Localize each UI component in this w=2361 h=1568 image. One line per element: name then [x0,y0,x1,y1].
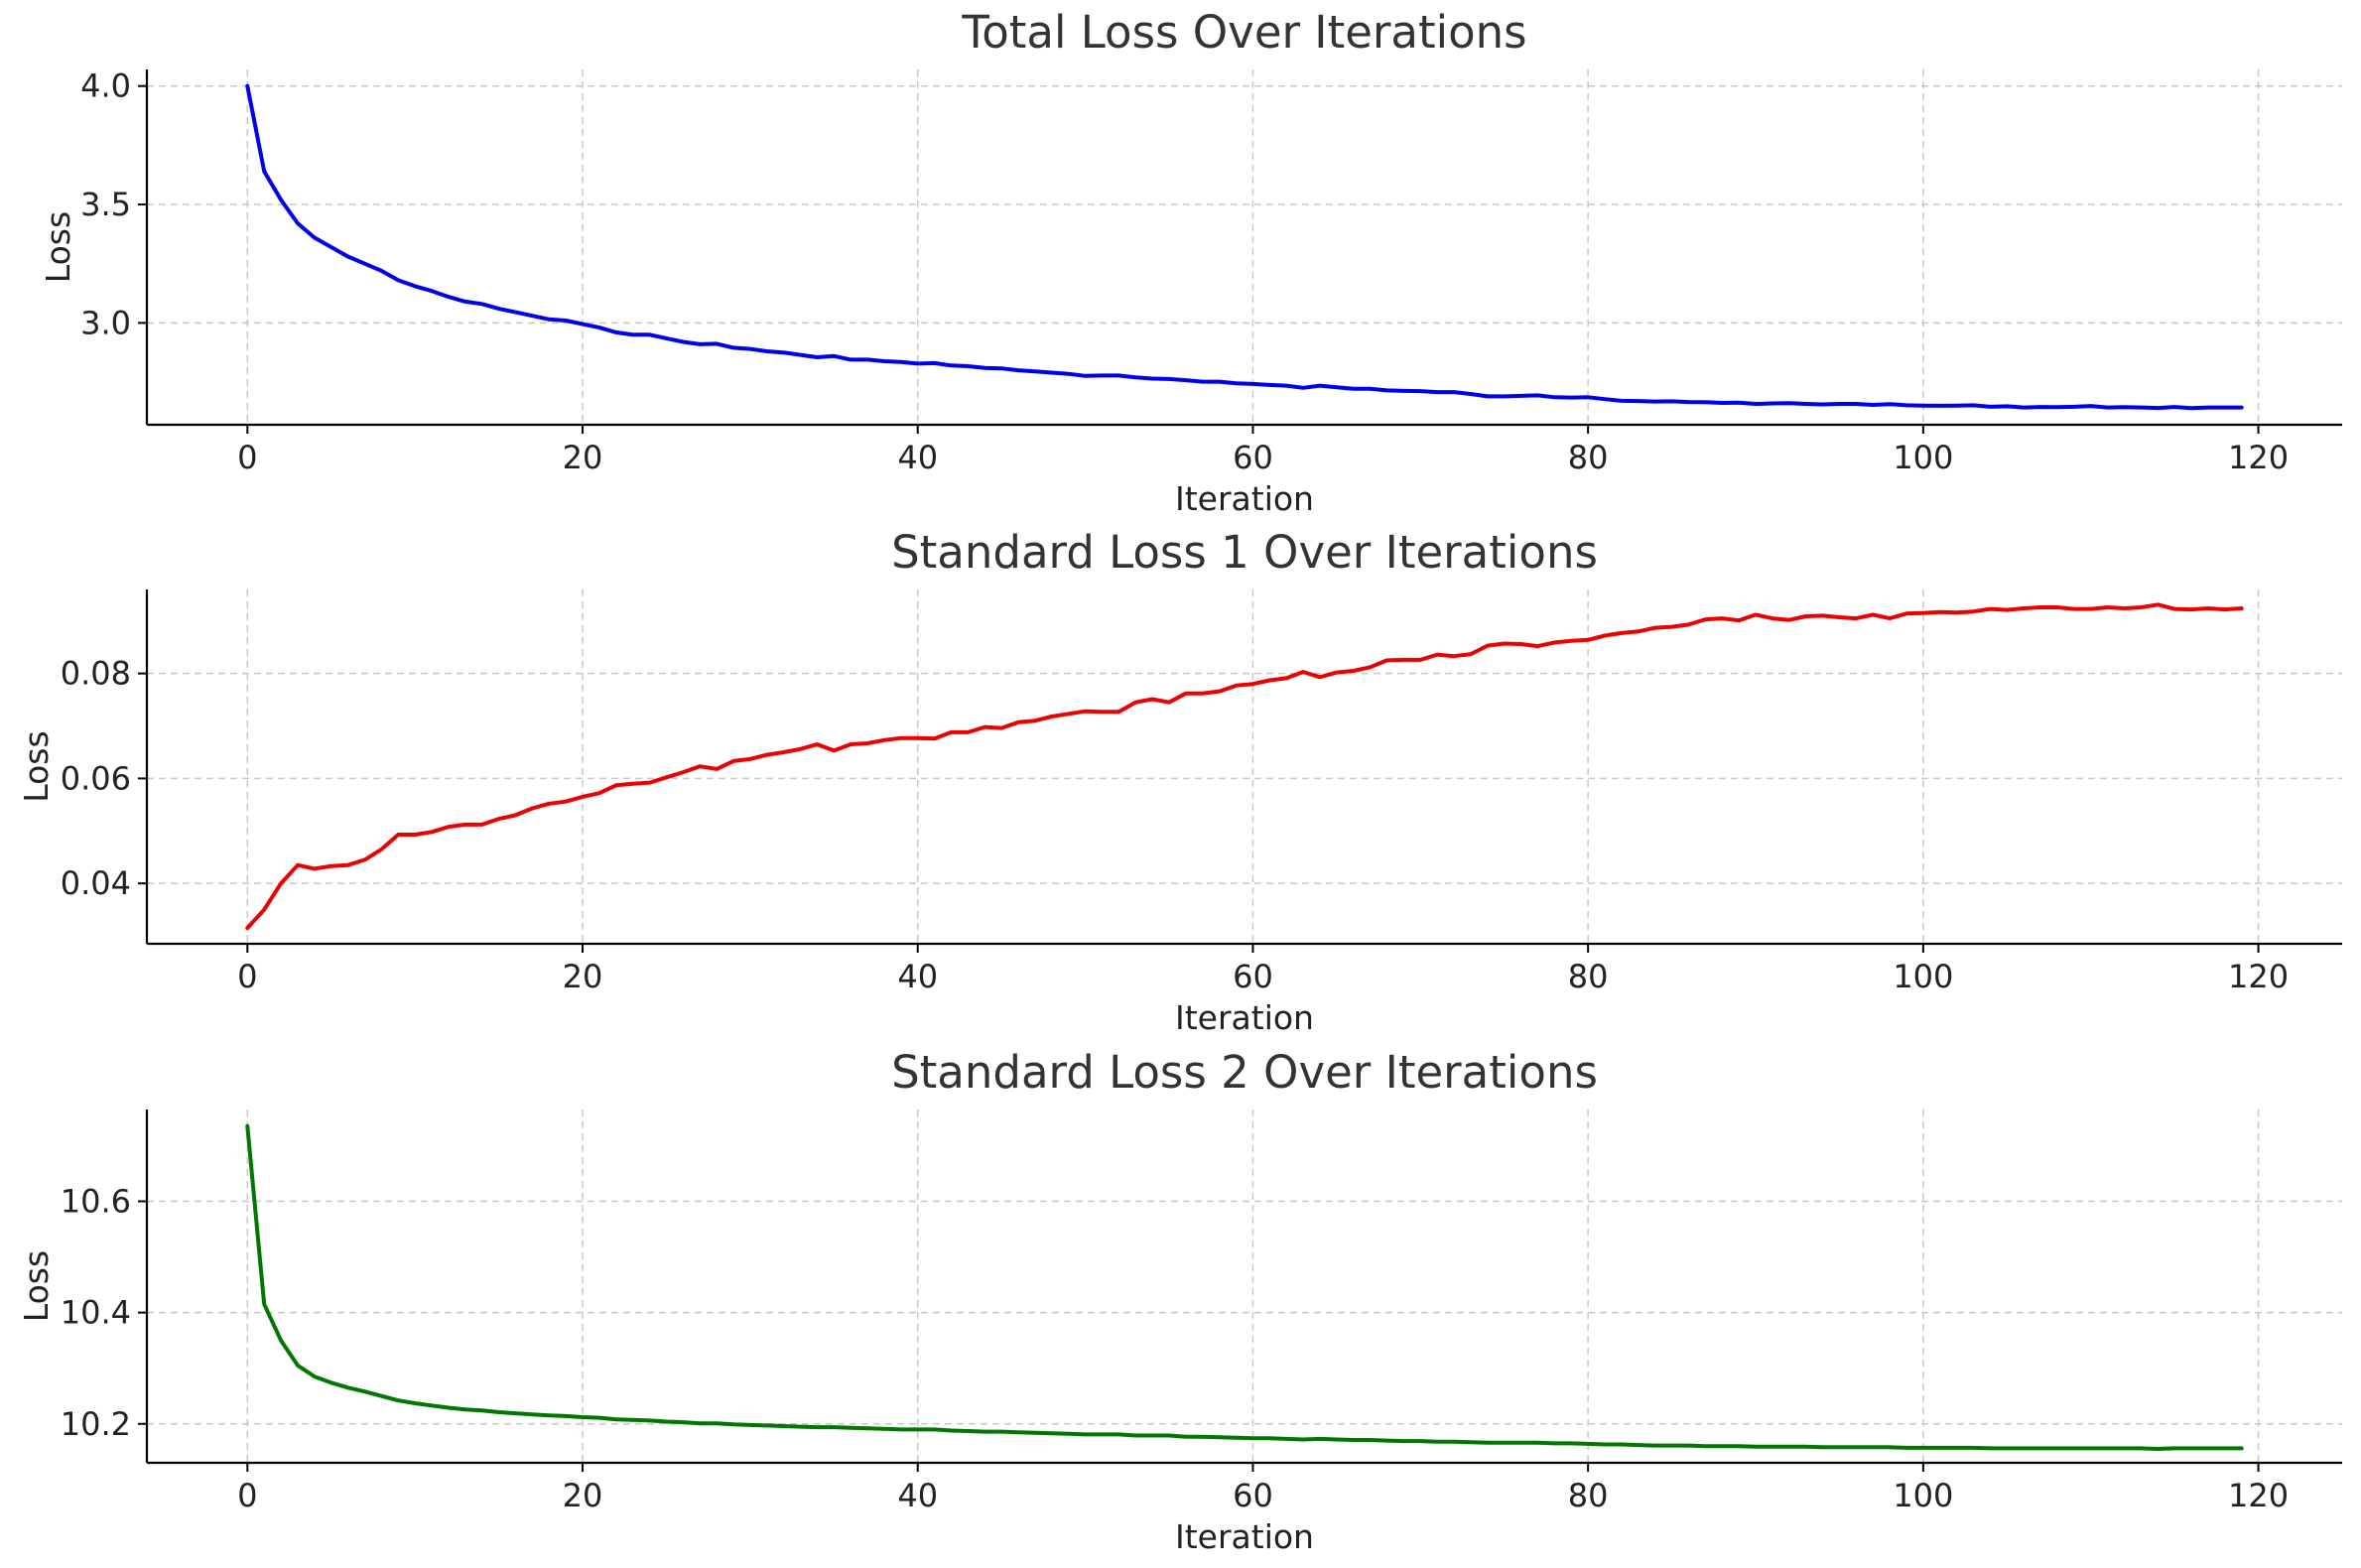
y-tick-label: 10.4 [61,1294,131,1332]
x-tick-label: 100 [1893,958,1953,995]
y-tick-label: 4.0 [80,67,131,105]
x-tick-label: 20 [563,1477,603,1514]
x-tick-label: 120 [2228,958,2289,995]
y-tick-label: 10.2 [61,1405,131,1443]
x-tick-label: 40 [897,1477,938,1514]
x-tick-label: 120 [2228,1477,2289,1514]
x-tick-label: 60 [1233,958,1273,995]
y-axis-label: Loss [17,730,56,802]
y-axis-label: Loss [17,1250,56,1322]
x-tick-label: 20 [563,439,603,476]
x-tick-label: 20 [563,958,603,995]
x-tick-label: 80 [1568,958,1609,995]
x-tick-label: 40 [897,439,938,476]
y-tick-label: 10.6 [61,1183,131,1221]
chart-title: Total Loss Over Iterations [961,6,1526,59]
chart-panel-2: 0 20 40 60 80 100 120 0.04 0.06 0.08 Standard Loss… [17,526,2342,1037]
x-axis-label: Iteration [1175,479,1314,518]
y-tick-label: 3.5 [80,186,131,223]
x-tick-label: 0 [237,1477,257,1514]
y-axis-label: Loss [39,211,77,283]
x-tick-label: 100 [1893,1477,1953,1514]
x-tick-label: 40 [897,958,938,995]
x-tick-label: 0 [237,439,257,476]
y-tick-label: 0.06 [61,759,131,797]
y-tick-label: 0.08 [61,655,131,693]
chart-title: Standard Loss 1 Over Iterations [891,526,1598,579]
chart-panel-1: 0 20 40 60 80 100 120 3.0 3.5 4.0 Total Loss Over … [39,6,2342,518]
series-line-1 [245,602,2244,931]
y-tick-label: 0.04 [61,864,131,902]
x-tick-label: 80 [1568,439,1609,476]
chart-title: Standard Loss 2 Over Iterations [891,1046,1598,1099]
x-tick-label: 0 [237,958,257,995]
series-line-1 [245,1123,2244,1451]
series-line-1 [245,83,2244,411]
charts-container: 0 20 40 60 80 100 120 3.0 3.5 4.0 Total Loss Over … [17,6,2342,1556]
chart-panel-3: 0 20 40 60 80 100 120 10.2 10.4 10.6 Standard Loss… [17,1046,2342,1556]
y-tick-label: 3.0 [80,304,131,341]
x-tick-label: 60 [1233,1477,1273,1514]
x-axis-label: Iteration [1175,1517,1314,1556]
x-tick-label: 60 [1233,439,1273,476]
x-axis-label: Iteration [1175,998,1314,1037]
x-tick-label: 80 [1568,1477,1609,1514]
x-tick-label: 100 [1893,439,1953,476]
x-tick-label: 120 [2228,439,2289,476]
